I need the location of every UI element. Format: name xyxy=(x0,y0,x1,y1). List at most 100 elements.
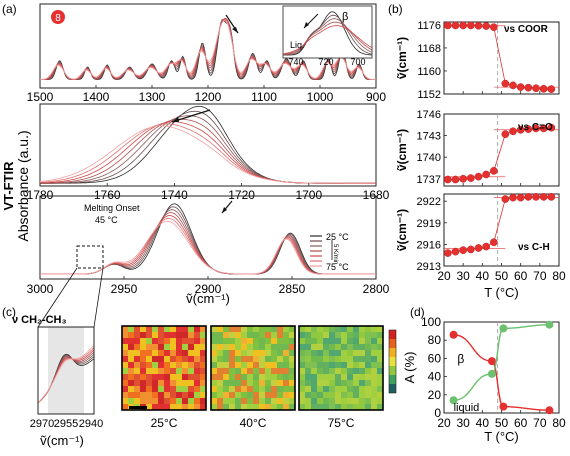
heatmap-cell xyxy=(299,386,306,393)
y-tick-label: 1168 xyxy=(417,43,441,55)
data-point xyxy=(509,193,517,202)
colorbar-segment xyxy=(389,375,396,384)
y-tick-label: 20 xyxy=(428,388,442,402)
panel-label-c: (c) xyxy=(2,305,16,319)
data-point xyxy=(482,22,491,30)
heatmap-cell xyxy=(152,404,159,411)
sub1-arrowhead-icon xyxy=(232,27,238,33)
heatmap-cell xyxy=(289,368,296,375)
x-tick-label: 2950 xyxy=(111,282,138,296)
heatmap-cell xyxy=(317,362,324,369)
heatmap-cell xyxy=(365,392,372,399)
heatmap-cell xyxy=(323,368,330,375)
heatmap-cell xyxy=(289,398,296,405)
heatmap-cell xyxy=(299,356,306,363)
heatmap-cell xyxy=(329,350,336,357)
heatmap-cell xyxy=(305,362,312,369)
sub2-frame xyxy=(39,103,377,187)
heatmap-cell xyxy=(299,398,306,405)
heatmap-cell xyxy=(128,368,135,375)
data-point xyxy=(539,124,548,133)
heatmap-cell xyxy=(223,404,230,411)
heatmap-cell xyxy=(229,326,236,333)
data-point xyxy=(474,21,483,30)
heatmap-cell xyxy=(176,356,183,363)
heatmap-cell xyxy=(277,380,284,387)
y-tick-label: 0 xyxy=(434,406,441,420)
heatmap-cell xyxy=(134,350,141,357)
y-tick-label: 1740 xyxy=(417,152,441,164)
heatmap-cell xyxy=(299,368,306,375)
data-point xyxy=(547,85,556,93)
heatmap-cell xyxy=(299,362,306,369)
heatmap-cell xyxy=(359,326,366,333)
heatmap-cell xyxy=(305,350,312,357)
spectrum-line xyxy=(38,345,94,404)
heatmap-cell xyxy=(359,368,366,375)
heatmap-cell xyxy=(253,374,260,381)
series-line xyxy=(447,25,552,90)
heatmap-cell xyxy=(217,362,224,369)
heatmap-cell xyxy=(217,386,224,393)
x-tick-label: 1680 xyxy=(363,188,390,202)
heatmap-cell xyxy=(329,344,336,351)
heatmap-cell xyxy=(265,344,272,351)
heatmap-cell xyxy=(317,386,324,393)
heatmap-cell xyxy=(265,380,272,387)
heatmap-cell xyxy=(235,344,242,351)
heatmap-cell xyxy=(353,332,360,339)
data-point xyxy=(532,124,540,133)
heatmap-cell xyxy=(152,380,159,387)
heatmap-1: 40°C xyxy=(210,325,296,430)
heatmap-cell xyxy=(323,362,330,369)
heatmap-cell xyxy=(247,332,254,339)
data-point xyxy=(459,21,468,30)
heatmap-cell xyxy=(359,374,366,381)
heatmap-cell xyxy=(188,356,195,363)
heatmap-cell xyxy=(170,344,177,351)
heatmap-cell xyxy=(152,362,159,369)
x-tick-label: 20 xyxy=(437,269,451,283)
heatmap-cell xyxy=(211,338,218,345)
mode-annotation: νs C-H xyxy=(518,242,550,253)
heatmap-cell xyxy=(277,338,284,345)
data-point xyxy=(539,193,548,201)
legend-rate: 5 K/min xyxy=(332,244,338,264)
heatmap-cell xyxy=(152,338,159,345)
heatmap-cell xyxy=(217,374,224,381)
heatmap-cell xyxy=(247,356,254,363)
heatmap-cell xyxy=(247,392,254,399)
heatmap-cell xyxy=(299,326,306,333)
heatmap-cell xyxy=(277,404,284,411)
heatmap-cell xyxy=(122,386,129,393)
heatmap-cell xyxy=(235,398,242,405)
heatmap-cell xyxy=(347,332,354,339)
heatmap-cell xyxy=(289,374,296,381)
heatmap-cell xyxy=(329,338,336,345)
data-point xyxy=(501,130,510,139)
heatmap-cell xyxy=(170,332,177,339)
heatmap-cell xyxy=(140,362,147,369)
inset-tick-700: 700 xyxy=(350,57,365,67)
heatmap-cell xyxy=(140,386,147,393)
heatmap-cell xyxy=(217,350,224,357)
heatmap-cell xyxy=(305,368,312,375)
heatmap-cell xyxy=(371,398,378,405)
heatmap-cell xyxy=(329,404,336,411)
heatmap-cell xyxy=(317,392,324,399)
heatmap-cell xyxy=(299,380,306,387)
heatmap-cell xyxy=(347,344,354,351)
heatmap-cell xyxy=(170,392,177,399)
heatmap-cell xyxy=(217,404,224,411)
x-axis-label: T (°C) xyxy=(484,429,519,444)
heatmap-cell xyxy=(241,350,248,357)
heatmap-cell xyxy=(317,368,324,375)
heatmap-cell xyxy=(176,350,183,357)
heatmap-cell xyxy=(235,404,242,411)
heatmap-cell xyxy=(277,386,284,393)
mode-annotation: νs COOR xyxy=(504,24,549,35)
heatmap-cell xyxy=(247,404,254,411)
heatmap-cell xyxy=(188,374,195,381)
heatmap-cell xyxy=(158,362,165,369)
heatmap-cell xyxy=(188,362,195,369)
